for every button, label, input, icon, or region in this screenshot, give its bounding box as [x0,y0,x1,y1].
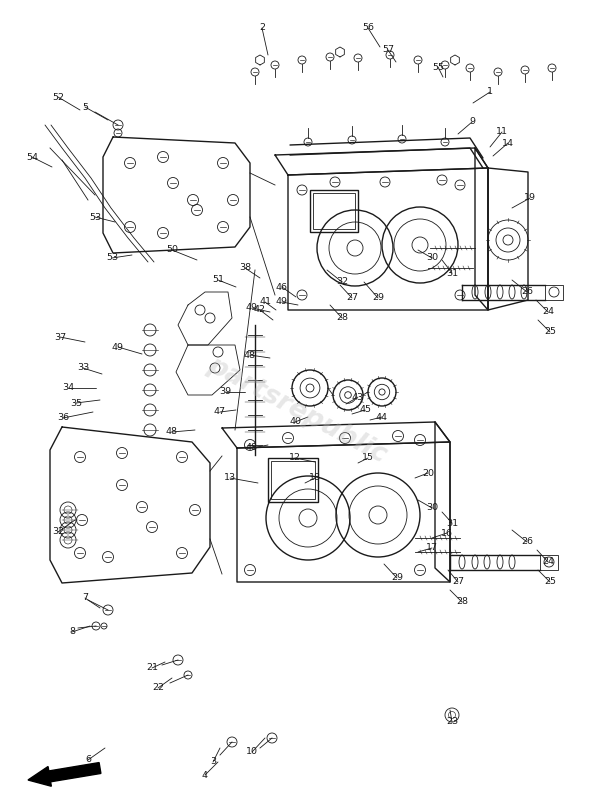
Text: 4: 4 [202,770,208,779]
Text: 43: 43 [352,393,364,402]
Text: 29: 29 [372,294,384,302]
Text: partsrepublic: partsrepublic [203,352,391,468]
Bar [310,190,358,232]
Text: 24: 24 [542,558,554,566]
FancyArrow shape [28,762,101,786]
Text: 27: 27 [452,578,464,586]
Text: 25: 25 [544,578,556,586]
Text: 9: 9 [469,118,475,126]
Text: 30: 30 [426,503,438,513]
Bar [545,285,563,300]
Text: 18: 18 [309,474,321,482]
Text: 50: 50 [166,246,178,254]
Text: 47: 47 [214,407,226,417]
Text: 6: 6 [85,755,91,765]
Text: 12: 12 [289,454,301,462]
Text: 39: 39 [219,387,231,397]
Text: 38: 38 [239,263,251,273]
Text: 48: 48 [166,427,178,437]
Text: 22: 22 [152,683,164,693]
Text: 3: 3 [210,758,216,766]
Text: 40: 40 [289,418,301,426]
Text: 13: 13 [224,474,236,482]
Text: 48: 48 [244,350,256,359]
Text: 56: 56 [362,23,374,33]
Bar [540,555,558,570]
Text: 7: 7 [82,594,88,602]
Bar [268,458,318,502]
Text: 32: 32 [336,278,348,286]
Text: 28: 28 [456,598,468,606]
Text: 29: 29 [391,574,403,582]
Text: 49: 49 [246,303,258,313]
Text: 24: 24 [542,307,554,317]
Text: 49: 49 [112,342,124,351]
Text: 44: 44 [376,413,388,422]
Text: 51: 51 [212,275,224,285]
Text: 52: 52 [52,93,64,102]
Text: 11: 11 [496,127,508,137]
Text: 32: 32 [52,527,64,537]
Text: 53: 53 [106,254,118,262]
Text: 31: 31 [446,518,458,527]
Text: 19: 19 [524,194,536,202]
Text: 1: 1 [487,87,493,97]
Text: 14: 14 [502,138,514,147]
Text: 45: 45 [359,406,371,414]
Text: 15: 15 [362,454,374,462]
Text: 42: 42 [254,306,266,314]
Text: 21: 21 [146,663,158,673]
Text: 8: 8 [69,627,75,637]
Text: 16: 16 [441,529,453,538]
Text: 30: 30 [426,254,438,262]
Text: 20: 20 [422,469,434,478]
Bar [313,193,355,229]
Text: 55: 55 [432,62,444,71]
Text: 49: 49 [276,298,288,306]
Text: 26: 26 [521,538,533,546]
Text: 46: 46 [276,282,288,291]
Bar [271,461,315,499]
Text: 27: 27 [346,294,358,302]
Text: 33: 33 [77,363,89,373]
Text: 41: 41 [259,298,271,306]
Text: 23: 23 [446,718,458,726]
Text: 37: 37 [54,333,66,342]
Text: 10: 10 [246,747,258,757]
Text: 57: 57 [382,46,394,54]
Text: 28: 28 [336,314,348,322]
Text: 54: 54 [26,153,38,162]
Text: 25: 25 [544,327,556,337]
Text: 5: 5 [82,102,88,111]
Text: 2: 2 [259,23,265,33]
Text: 34: 34 [62,383,74,393]
Text: 26: 26 [521,287,533,297]
Text: 36: 36 [57,414,69,422]
Text: 48: 48 [246,443,258,453]
Text: 35: 35 [70,398,82,407]
Text: 53: 53 [89,213,101,222]
Text: 17: 17 [426,543,438,553]
Text: 31: 31 [446,269,458,278]
